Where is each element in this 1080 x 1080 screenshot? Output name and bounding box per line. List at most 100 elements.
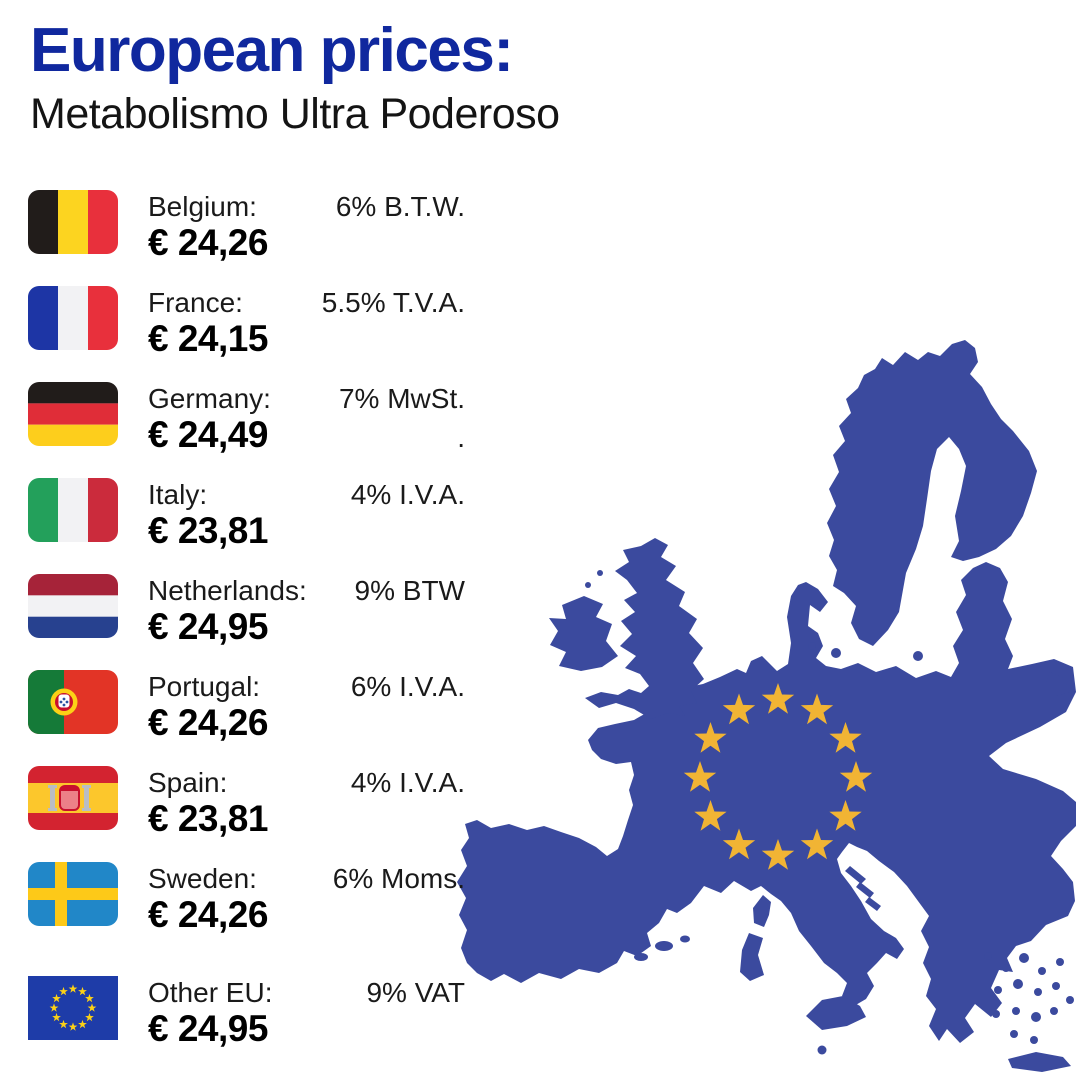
danish-island: [831, 648, 841, 658]
row-line1: Italy: 4% I.V.A.: [148, 478, 465, 511]
aegean-island: [992, 1010, 1000, 1018]
row-text-block: Spain: 4% I.V.A. € 23,81: [148, 766, 465, 839]
price-label: € 24,49: [148, 414, 268, 455]
row-text-block: France: 5.5% T.V.A. € 24,15: [148, 286, 465, 359]
vat-label: 6% B.T.W.: [335, 191, 465, 222]
balearic-island: [680, 935, 690, 943]
country-label: Netherlands:: [148, 575, 307, 606]
price-row: Italy: 4% I.V.A. € 23,81: [28, 478, 468, 574]
aegean-island: [1013, 979, 1023, 989]
aegean-island: [994, 986, 1002, 994]
country-label: Spain:: [148, 767, 228, 798]
sicily-shape: [806, 996, 866, 1030]
row-text-block: Germany: 7% MwSt. € 24,49 .: [148, 382, 465, 455]
price-row: Netherlands: 9% BTW € 24,95: [28, 574, 468, 670]
flag-svg: [28, 286, 118, 350]
flag-svg: [28, 766, 118, 830]
row-line2: € 24,26: [148, 223, 465, 263]
row-text-block: Belgium: 6% B.T.W. € 24,26: [148, 190, 465, 263]
price-label: € 24,15: [148, 318, 268, 359]
country-label: France:: [148, 287, 243, 318]
aegean-island: [1010, 1030, 1018, 1038]
star-icon: [722, 828, 756, 860]
price-label: € 24,26: [148, 894, 268, 935]
aegean-island: [1031, 1012, 1041, 1022]
vat-label-line2: .: [457, 422, 465, 453]
flag-belgium-icon: [28, 190, 118, 254]
price-row: Other EU: 9% VAT € 24,95: [28, 976, 468, 1072]
flag-svg: [28, 478, 118, 542]
vat-label: 6% Moms.: [332, 863, 465, 894]
star-icon: [800, 828, 834, 860]
aegean-island: [1050, 1007, 1058, 1015]
flag-spain-icon: [28, 766, 118, 830]
aegean-island: [984, 952, 992, 960]
flag-italy-icon: [28, 478, 118, 542]
star-icon: [829, 722, 862, 753]
country-label: Italy:: [148, 479, 208, 510]
star-icon: [722, 693, 756, 725]
aegean-island: [1052, 982, 1060, 990]
header: European prices: Metabolismo Ultra Poder…: [30, 16, 1050, 139]
row-text-block: Netherlands: 9% BTW € 24,95: [148, 574, 465, 647]
flag-svg: [28, 190, 118, 254]
flag-sweden-icon: [28, 862, 118, 926]
croatian-islet: [865, 897, 881, 911]
gotland-island: [1046, 672, 1070, 696]
row-text-block: Portugal: 6% I.V.A. € 24,26: [148, 670, 465, 743]
price-row: Spain: 4% I.V.A. € 23,81: [28, 766, 468, 862]
eu-stars-circle: [683, 683, 873, 870]
vat-label: 4% I.V.A.: [350, 479, 465, 510]
aegean-island: [1056, 958, 1064, 966]
row-line2: € 24,49 .: [148, 415, 465, 455]
continent-shape: [457, 562, 1076, 1043]
vat-label: 4% I.V.A.: [350, 767, 465, 798]
scandinavia-shape: [827, 340, 1037, 646]
vat-label: 5.5% T.V.A.: [321, 287, 465, 318]
flag-eu-icon: [28, 976, 118, 1040]
price-label: € 24,95: [148, 1008, 268, 1049]
aegean-island: [1030, 1036, 1038, 1044]
star-icon: [761, 683, 795, 714]
price-row: Sweden: 6% Moms. € 24,26: [28, 862, 468, 958]
vat-label: 9% VAT: [366, 977, 465, 1008]
flag-svg: [28, 670, 118, 734]
price-label: € 24,95: [148, 606, 268, 647]
vat-label: 6% I.V.A.: [350, 671, 465, 702]
flag-germany-icon: [28, 382, 118, 446]
price-label: € 23,81: [148, 798, 268, 839]
danish-island: [808, 642, 816, 650]
star-icon: [839, 761, 873, 792]
row-line1: Other EU: 9% VAT: [148, 976, 465, 1009]
country-label: Other EU:: [148, 977, 273, 1008]
price-label: € 24,26: [148, 702, 268, 743]
star-icon: [761, 839, 795, 870]
row-line1: Sweden: 6% Moms.: [148, 862, 465, 895]
croatian-islet: [845, 866, 866, 884]
row-line2: € 24,26: [148, 703, 465, 743]
page-title: European prices:: [30, 16, 514, 85]
row-text-block: Italy: 4% I.V.A. € 23,81: [148, 478, 465, 551]
star-icon: [683, 761, 717, 792]
price-list: Belgium: 6% B.T.W. € 24,26 France: 5.5% …: [28, 190, 468, 1072]
flag-netherlands-icon: [28, 574, 118, 638]
balearic-island: [634, 953, 648, 961]
row-line2: € 23,81: [148, 511, 465, 551]
malta-shape: [817, 1045, 827, 1055]
corsica-shape: [753, 895, 771, 927]
row-line2: € 24,95: [148, 1009, 465, 1049]
aegean-island: [1066, 996, 1074, 1004]
crete-shape: [1008, 1052, 1071, 1072]
aegean-island: [1019, 953, 1029, 963]
price-row: Belgium: 6% B.T.W. € 24,26: [28, 190, 468, 286]
country-label: Sweden:: [148, 863, 257, 894]
flag-portugal-icon: [28, 670, 118, 734]
sardinia-shape: [740, 933, 764, 981]
star-icon: [694, 800, 727, 831]
row-text-block: Sweden: 6% Moms. € 24,26: [148, 862, 465, 935]
vat-label: 7% MwSt.: [338, 383, 465, 414]
star-icon: [800, 693, 834, 725]
flag-svg: [28, 862, 118, 926]
balearic-island: [655, 941, 673, 951]
